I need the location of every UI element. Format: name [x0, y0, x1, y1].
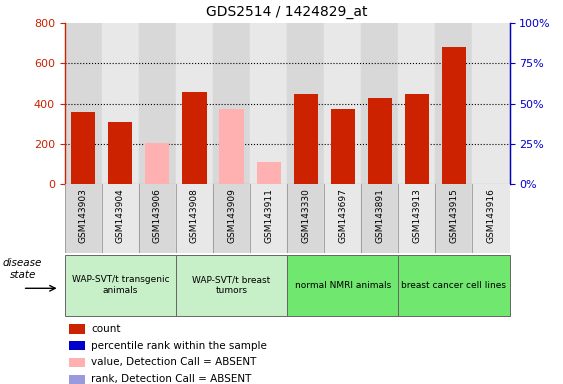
- Bar: [442, 47, 466, 184]
- Text: GSM143916: GSM143916: [486, 188, 495, 243]
- Text: breast cancer cell lines: breast cancer cell lines: [401, 281, 507, 290]
- Bar: [399, 184, 435, 253]
- Bar: [250, 23, 287, 184]
- Bar: [368, 98, 392, 184]
- Text: WAP-SVT/t breast
tumors: WAP-SVT/t breast tumors: [193, 275, 271, 295]
- Bar: [69, 375, 85, 384]
- Text: percentile rank within the sample: percentile rank within the sample: [91, 341, 267, 351]
- Bar: [405, 94, 429, 184]
- Bar: [435, 184, 472, 253]
- Text: disease state: disease state: [3, 258, 42, 280]
- Bar: [287, 184, 324, 253]
- Text: GSM143913: GSM143913: [412, 188, 421, 243]
- Title: GDS2514 / 1424829_at: GDS2514 / 1424829_at: [207, 5, 368, 19]
- Bar: [176, 23, 213, 184]
- Bar: [69, 341, 85, 351]
- Text: GSM143904: GSM143904: [116, 188, 125, 243]
- Text: GSM143908: GSM143908: [190, 188, 199, 243]
- Bar: [213, 184, 250, 253]
- Bar: [65, 255, 176, 316]
- Text: normal NMRI animals: normal NMRI animals: [294, 281, 391, 290]
- Bar: [257, 162, 280, 184]
- Bar: [182, 92, 207, 184]
- Bar: [139, 184, 176, 253]
- Bar: [472, 23, 510, 184]
- Bar: [65, 23, 102, 184]
- Bar: [65, 184, 102, 253]
- Bar: [287, 23, 324, 184]
- Text: rank, Detection Call = ABSENT: rank, Detection Call = ABSENT: [91, 374, 252, 384]
- Bar: [69, 324, 85, 334]
- Bar: [435, 23, 472, 184]
- Bar: [287, 255, 399, 316]
- Bar: [324, 184, 361, 253]
- Text: GSM143906: GSM143906: [153, 188, 162, 243]
- Bar: [72, 112, 95, 184]
- Bar: [69, 358, 85, 367]
- Text: GSM143697: GSM143697: [338, 188, 347, 243]
- Bar: [102, 23, 139, 184]
- Text: GSM143330: GSM143330: [301, 188, 310, 243]
- Bar: [472, 184, 510, 253]
- Bar: [108, 122, 132, 184]
- Bar: [361, 23, 399, 184]
- Bar: [294, 94, 318, 184]
- Bar: [220, 109, 244, 184]
- Bar: [139, 23, 176, 184]
- Bar: [213, 23, 250, 184]
- Bar: [176, 184, 213, 253]
- Bar: [324, 23, 361, 184]
- Text: GSM143911: GSM143911: [264, 188, 273, 243]
- Bar: [361, 184, 399, 253]
- Bar: [250, 184, 287, 253]
- Bar: [145, 143, 169, 184]
- Text: WAP-SVT/t transgenic
animals: WAP-SVT/t transgenic animals: [72, 275, 169, 295]
- Text: GSM143915: GSM143915: [449, 188, 458, 243]
- Text: GSM143903: GSM143903: [79, 188, 88, 243]
- Bar: [399, 23, 435, 184]
- Bar: [330, 109, 355, 184]
- Text: count: count: [91, 324, 121, 334]
- Text: GSM143909: GSM143909: [227, 188, 236, 243]
- Bar: [176, 255, 287, 316]
- Text: GSM143891: GSM143891: [376, 188, 385, 243]
- Bar: [102, 184, 139, 253]
- Bar: [399, 255, 510, 316]
- Text: value, Detection Call = ABSENT: value, Detection Call = ABSENT: [91, 358, 257, 367]
